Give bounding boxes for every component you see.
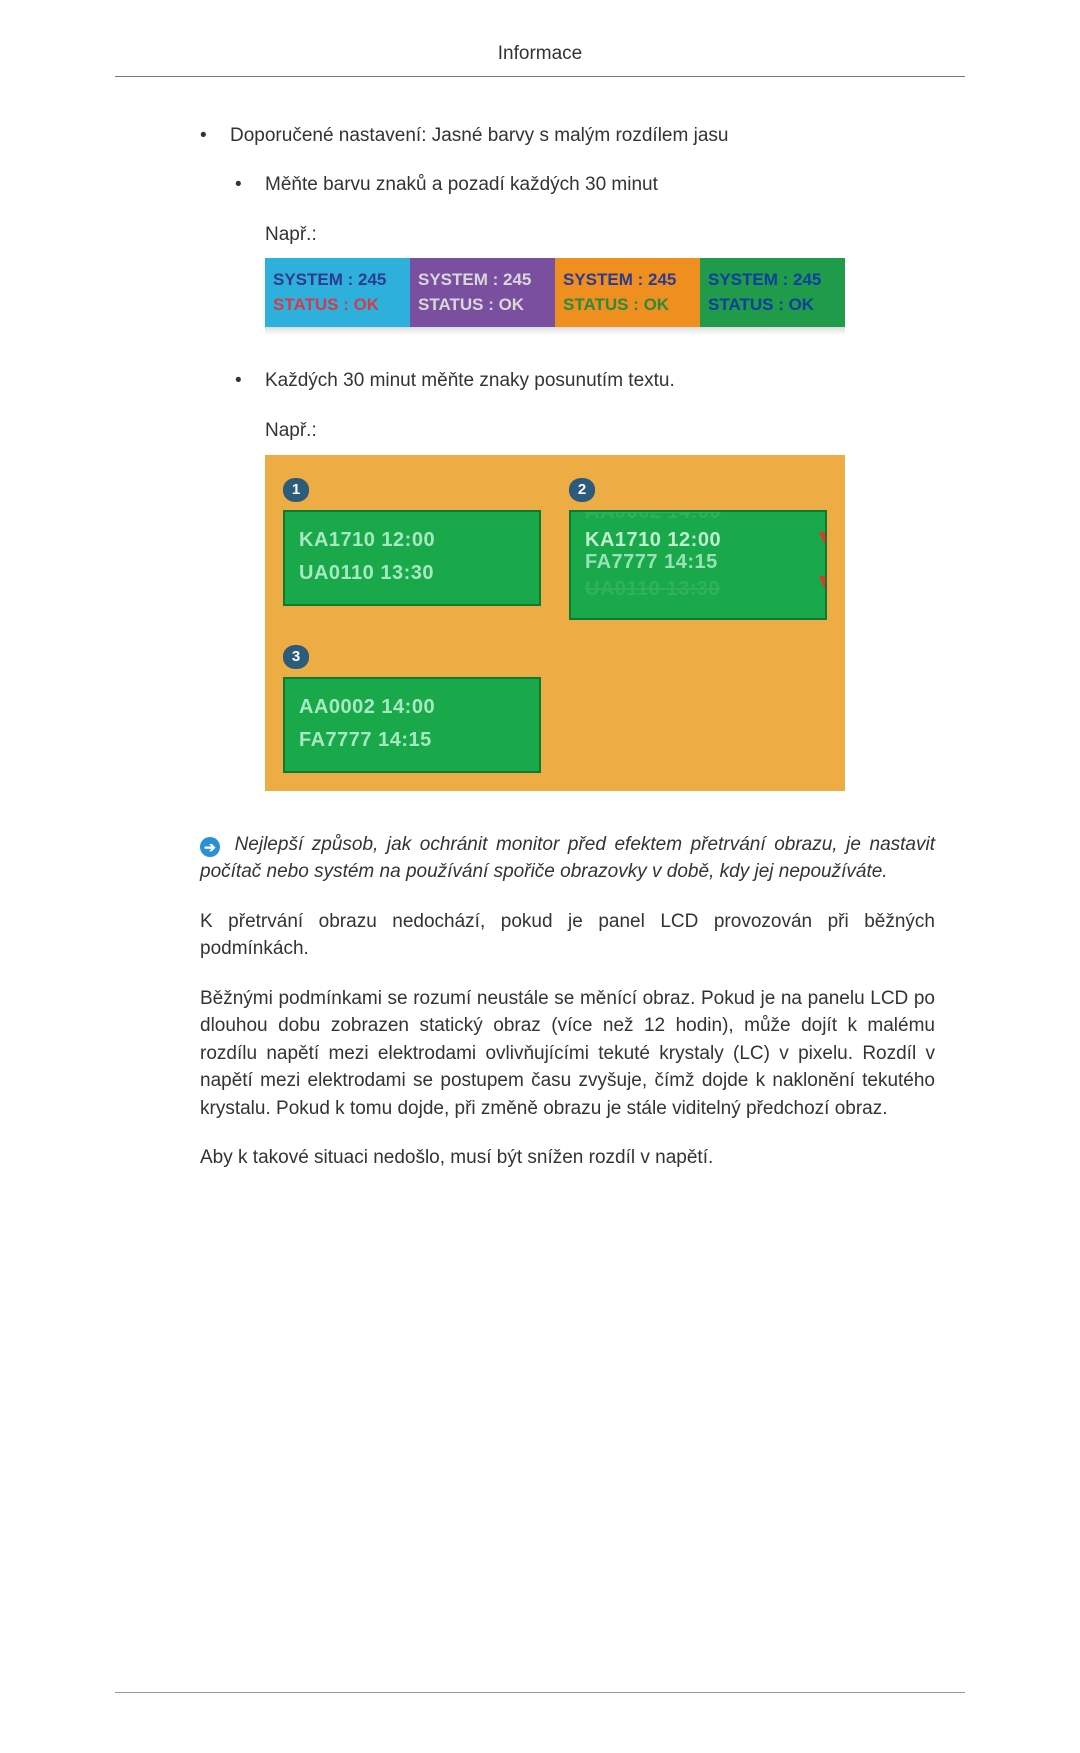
box2-row2: UA0110 13:30 — [585, 575, 721, 604]
arrow-down-icon — [819, 576, 827, 600]
bullet-1: • Doporučené nastavení: Jasné barvy s ma… — [200, 122, 935, 150]
paragraph-1: K přetrvání obrazu nedochází, pokud je p… — [200, 908, 935, 963]
strip-cell-3: SYSTEM : 245 STATUS : OK — [555, 258, 700, 327]
strip-cell-2: SYSTEM : 245 STATUS : OK — [410, 258, 555, 327]
header-title: Informace — [498, 43, 582, 64]
bullet-3-text: Každých 30 minut měňte znaky posunutím t… — [265, 367, 675, 395]
fig-cell-1: 1 KA1710 12:00 UA0110 13:30 — [283, 475, 541, 620]
strip-1-line1: SYSTEM : 245 — [273, 268, 402, 293]
green-box-2: AA0002 14:00 KA1710 12:00 FA7777 14:15 U… — [569, 510, 827, 620]
fig-cell-3: 3 AA0002 14:00 FA7777 14:15 — [283, 642, 541, 773]
example-label-2: Např.: — [200, 417, 935, 445]
badge-1: 1 — [283, 478, 309, 502]
bullet-dot: • — [200, 122, 230, 150]
badge-3: 3 — [283, 645, 309, 669]
bullet-1-text: Doporučené nastavení: Jasné barvy s malý… — [230, 122, 728, 150]
strip-cell-4: SYSTEM : 245 STATUS : OK — [700, 258, 845, 327]
box2-row1: KA1710 12:00 — [585, 531, 721, 549]
bullet-dot: • — [235, 171, 265, 199]
box3-row2: FA7777 14:15 — [299, 726, 525, 755]
note-text: Nejlepší způsob, jak ochránit monitor př… — [200, 834, 935, 883]
green-box-3: AA0002 14:00 FA7777 14:15 — [283, 677, 541, 773]
bullet-3: • Každých 30 minut měňte znaky posunutím… — [200, 367, 935, 395]
paragraph-2: Běžnými podmínkami se rozumí neustále se… — [200, 985, 935, 1123]
page-header: Informace — [115, 40, 965, 77]
strip-cell-1: SYSTEM : 245 STATUS : OK — [265, 258, 410, 327]
strip-2-line2: STATUS : OK — [418, 293, 547, 318]
strip-2-line1: SYSTEM : 245 — [418, 268, 547, 293]
info-icon: ➔ — [200, 837, 220, 857]
box1-row1: KA1710 12:00 — [299, 526, 525, 555]
strip-1-line2: STATUS : OK — [273, 293, 402, 318]
fig-cell-empty — [569, 642, 827, 773]
strip-4-line1: SYSTEM : 245 — [708, 268, 837, 293]
box2-row1b: FA7777 14:15 — [585, 553, 721, 571]
badge-2: 2 — [569, 478, 595, 502]
bullet-dot: • — [235, 367, 265, 395]
content: • Doporučené nastavení: Jasné barvy s ma… — [115, 122, 965, 1172]
footer-rule — [115, 1692, 965, 1693]
arrow-down-icon — [819, 532, 827, 556]
bullet-2-text: Měňte barvu znaků a pozadí každých 30 mi… — [265, 171, 658, 199]
strip-shadow — [265, 327, 845, 335]
color-strip: SYSTEM : 245 STATUS : OK SYSTEM : 245 ST… — [265, 258, 845, 327]
bullet-2: • Měňte barvu znaků a pozadí každých 30 … — [200, 171, 935, 199]
note-block: ➔ Nejlepší způsob, jak ochránit monitor … — [200, 831, 935, 886]
box3-row1: AA0002 14:00 — [299, 693, 525, 722]
figure-panel: 1 KA1710 12:00 UA0110 13:30 2 AA0002 14:… — [265, 455, 845, 791]
box1-row2: UA0110 13:30 — [299, 559, 525, 588]
strip-3-line1: SYSTEM : 245 — [563, 268, 692, 293]
example-label-1: Např.: — [200, 221, 935, 249]
green-box-1: KA1710 12:00 UA0110 13:30 — [283, 510, 541, 606]
fig-cell-2: 2 AA0002 14:00 KA1710 12:00 FA7777 14:15… — [569, 475, 827, 620]
paragraph-3: Aby k takové situaci nedošlo, musí být s… — [200, 1144, 935, 1172]
box2-row0: AA0002 14:00 — [585, 510, 721, 527]
strip-3-line2: STATUS : OK — [563, 293, 692, 318]
strip-4-line2: STATUS : OK — [708, 293, 837, 318]
